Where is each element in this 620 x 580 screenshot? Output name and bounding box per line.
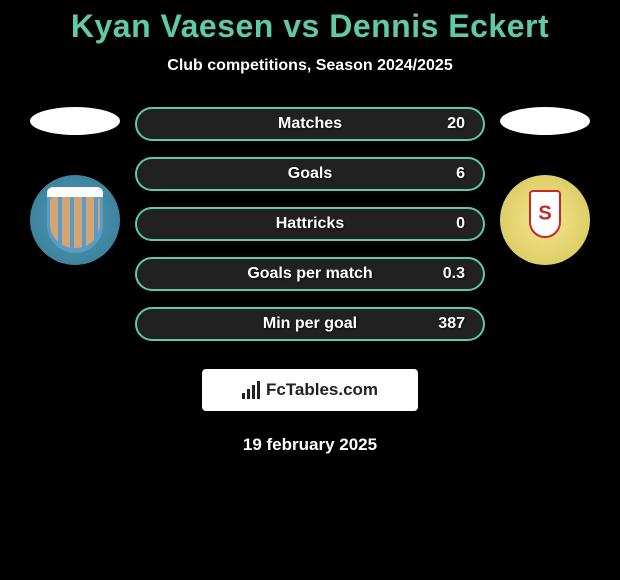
left-player-col bbox=[15, 107, 135, 265]
left-club-shield-icon bbox=[47, 187, 103, 253]
stat-pill-goals-per-match: Goals per match 0.3 bbox=[135, 257, 485, 291]
subtitle: Club competitions, Season 2024/2025 bbox=[167, 57, 452, 75]
right-player-avatar-placeholder bbox=[500, 107, 590, 135]
stat-label: Matches bbox=[278, 115, 342, 133]
stat-value: 20 bbox=[447, 115, 465, 133]
right-club-badge bbox=[500, 175, 590, 265]
stat-pill-matches: Matches 20 bbox=[135, 107, 485, 141]
chart-icon bbox=[242, 381, 260, 399]
stat-value: 387 bbox=[438, 315, 465, 333]
stat-pill-hattricks: Hattricks 0 bbox=[135, 207, 485, 241]
stats-column: Matches 20 Goals 6 Hattricks 0 Goals per… bbox=[135, 107, 485, 341]
left-player-avatar-placeholder bbox=[30, 107, 120, 135]
stat-label: Goals per match bbox=[247, 265, 372, 283]
date-text: 19 february 2025 bbox=[243, 435, 377, 455]
stat-pill-min-per-goal: Min per goal 387 bbox=[135, 307, 485, 341]
stat-value: 6 bbox=[456, 165, 465, 183]
brand-box[interactable]: FcTables.com bbox=[202, 369, 418, 411]
stat-label: Hattricks bbox=[276, 215, 344, 233]
stat-label: Goals bbox=[288, 165, 332, 183]
right-player-col bbox=[485, 107, 605, 265]
stat-value: 0.3 bbox=[443, 265, 465, 283]
brand-text: FcTables.com bbox=[266, 380, 378, 400]
stat-label: Min per goal bbox=[263, 315, 357, 333]
left-club-badge bbox=[30, 175, 120, 265]
right-club-shield-icon bbox=[525, 190, 565, 250]
comparison-title: Kyan Vaesen vs Dennis Eckert bbox=[71, 8, 549, 45]
stat-pill-goals: Goals 6 bbox=[135, 157, 485, 191]
main-row: Matches 20 Goals 6 Hattricks 0 Goals per… bbox=[0, 107, 620, 341]
stat-value: 0 bbox=[456, 215, 465, 233]
